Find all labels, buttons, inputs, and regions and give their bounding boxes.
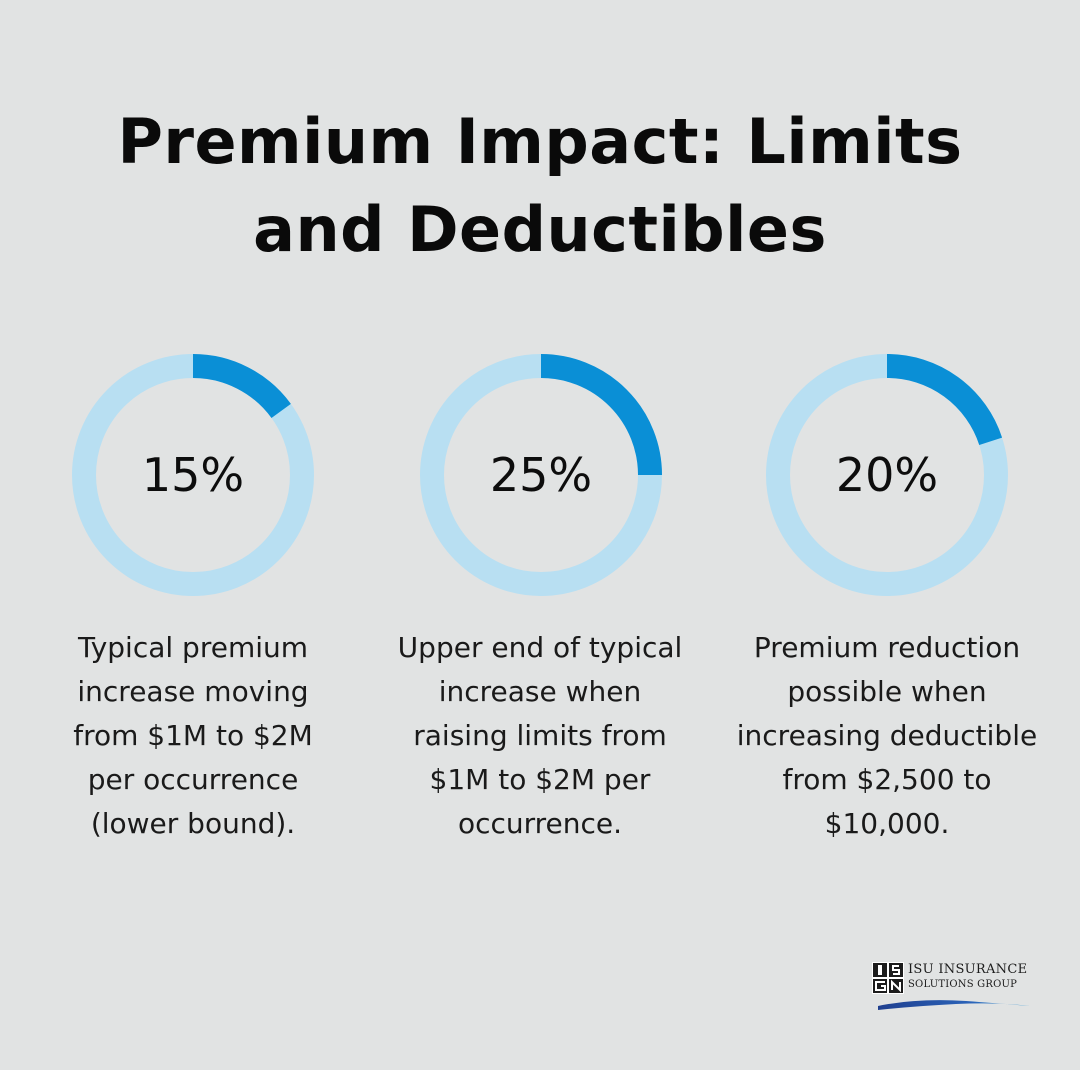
logo-text: ISU INSURANCE SOLUTIONS GROUP (908, 962, 1027, 991)
logo-swoosh-icon (878, 1000, 1030, 1010)
description-3-line: increasing deductible (736, 719, 1038, 752)
description-1-line: from $1M to $2M (73, 719, 313, 752)
title-line-1: Premium Impact: Limits (117, 105, 963, 178)
logo-line-1: ISU INSURANCE (908, 962, 1028, 977)
donut-svg-1: 15% (72, 354, 314, 596)
description-2-line: occurrence. (457, 807, 623, 840)
description-2-line: raising limits from (413, 719, 667, 752)
donut-chart-2: 25% (416, 350, 666, 600)
donut-arc-1 (192, 354, 291, 419)
donut-value-2: 25% (490, 448, 592, 502)
description-2-line: increase when (438, 675, 642, 708)
company-logo: ISU INSURANCE SOLUTIONS GROUP (872, 960, 1042, 1016)
donut-value-3: 20% (836, 448, 938, 502)
donut-chart-3: 20% (762, 350, 1012, 600)
description-2: Upper end of typical increase when raisi… (375, 626, 705, 846)
description-3: Premium reduction possible when increasi… (722, 626, 1052, 846)
description-2-line: Upper end of typical (397, 631, 683, 664)
description-1-line: per occurrence (87, 763, 299, 796)
donut-svg-3: 20% (766, 354, 1008, 596)
description-3-line: possible when (787, 675, 987, 708)
description-1: Typical premium increase moving from $1M… (28, 626, 358, 846)
description-3-line: $10,000. (824, 807, 950, 840)
description-1-line: increase moving (77, 675, 309, 708)
title-line-2: and Deductibles (253, 193, 827, 266)
donut-svg-2: 25% (420, 354, 662, 596)
logo-line-2: SOLUTIONS GROUP (908, 979, 1018, 990)
donut-value-1: 15% (142, 448, 244, 502)
donut-chart-1: 15% (68, 350, 318, 600)
page-title: Premium Impact: Limits and Deductibles (0, 98, 1080, 274)
description-1-line: Typical premium (77, 631, 309, 664)
description-1-line: (lower bound). (90, 807, 296, 840)
description-3-line: from $2,500 to (782, 763, 992, 796)
donut-arc-2 (540, 354, 662, 476)
donut-arc-3 (886, 354, 1003, 446)
description-2-line: $1M to $2M per (429, 763, 651, 796)
description-3-line: Premium reduction (753, 631, 1021, 664)
logo-mark-icon (872, 962, 904, 994)
